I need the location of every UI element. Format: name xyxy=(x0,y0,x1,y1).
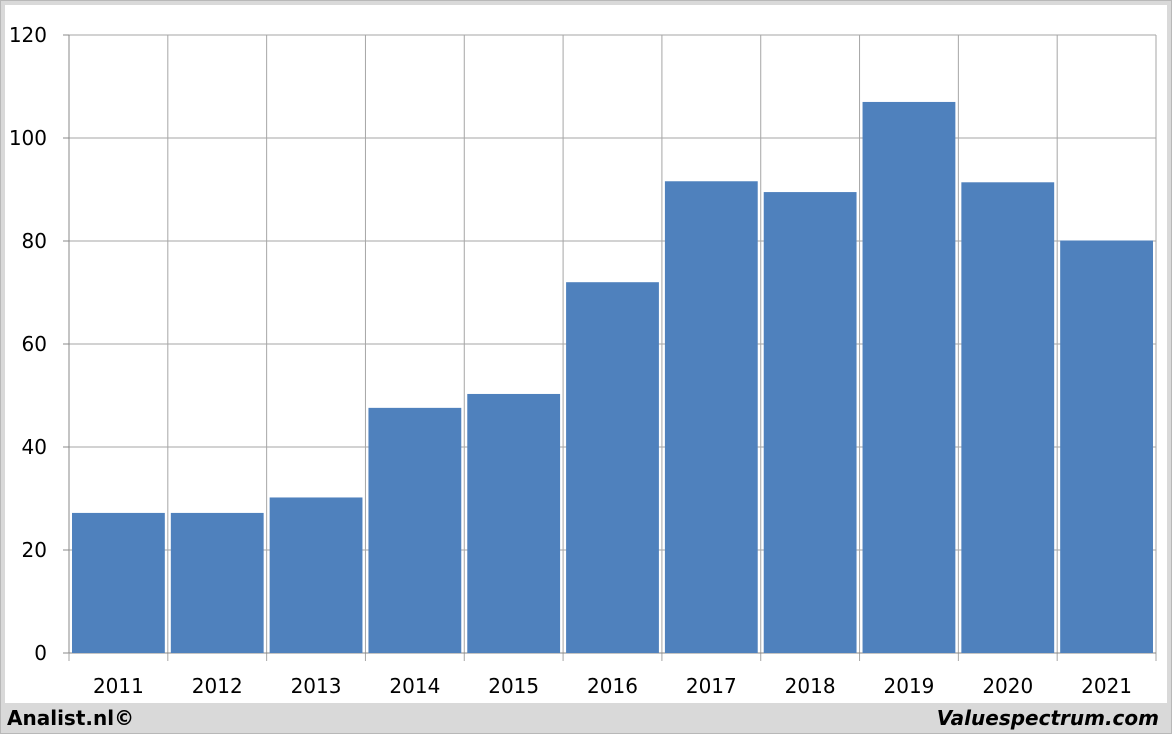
x-tick-label: 2013 xyxy=(291,674,342,698)
x-tick-label: 2019 xyxy=(884,674,935,698)
x-tick-label: 2011 xyxy=(93,674,144,698)
bar-2019 xyxy=(862,101,956,653)
x-tick-label: 2015 xyxy=(488,674,539,698)
x-tick-label: 2014 xyxy=(389,674,440,698)
x-tick-label: 2021 xyxy=(1081,674,1132,698)
bar-2016 xyxy=(566,282,659,653)
x-tick-label: 2016 xyxy=(587,674,638,698)
bar-2015 xyxy=(467,393,561,653)
bar-2011 xyxy=(72,512,165,653)
y-tick-label: 0 xyxy=(34,641,47,665)
y-tick-label: 100 xyxy=(9,126,47,150)
x-tick-label: 2018 xyxy=(785,674,836,698)
x-tick-label: 2020 xyxy=(982,674,1033,698)
y-tick-label: 20 xyxy=(22,538,47,562)
y-tick-label: 120 xyxy=(9,23,47,47)
footer-source-label: Analist.nl© xyxy=(7,706,135,730)
bar-2013 xyxy=(269,497,363,653)
bar-2021 xyxy=(1060,240,1153,654)
y-tick-label: 80 xyxy=(22,229,47,253)
y-tick-label: 40 xyxy=(22,435,47,459)
bar-2018 xyxy=(763,192,857,653)
bar-2017 xyxy=(664,181,758,653)
x-tick-label: 2012 xyxy=(192,674,243,698)
bar-2012 xyxy=(170,512,264,653)
bar-2014 xyxy=(368,407,462,653)
x-tick-label: 2017 xyxy=(686,674,737,698)
footer-site-label: Valuespectrum.com xyxy=(936,706,1159,730)
y-tick-label: 60 xyxy=(22,332,47,356)
bar-2020 xyxy=(961,182,1055,654)
